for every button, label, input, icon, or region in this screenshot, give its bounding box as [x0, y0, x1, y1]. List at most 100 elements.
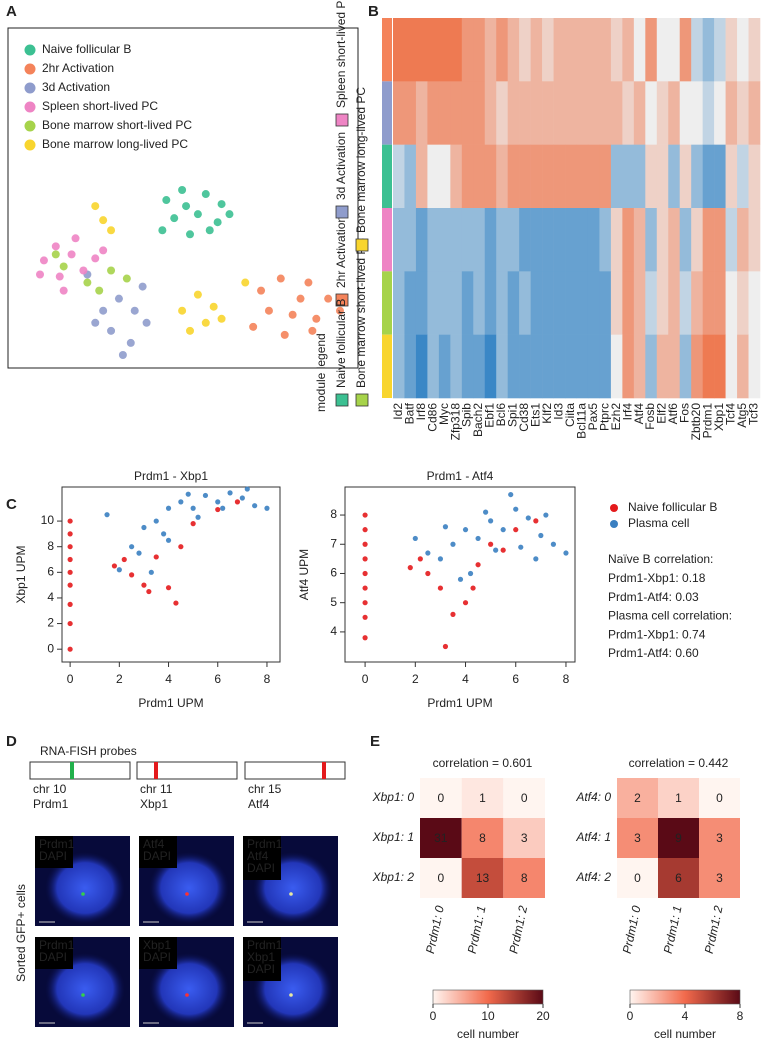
plot-frame [344, 486, 576, 663]
nucleus [45, 852, 125, 924]
heat-cell [473, 18, 486, 82]
heat-cell [553, 208, 566, 272]
point [107, 226, 116, 235]
heat-cell [699, 818, 740, 858]
heat-cell [617, 858, 658, 898]
cell-label: 0 [521, 791, 528, 805]
point [462, 600, 469, 606]
point [201, 190, 210, 199]
point [165, 537, 172, 543]
fish-spot [81, 892, 85, 896]
point [296, 294, 305, 303]
gene-label: Ezh2 [609, 403, 623, 431]
colorbar [432, 989, 544, 1005]
heat-cell [576, 81, 589, 145]
colorbar-tick-label: 0 [627, 1009, 634, 1023]
heat-cell [427, 271, 440, 335]
point [508, 491, 514, 498]
point [186, 230, 194, 239]
point [67, 250, 76, 259]
channel-label: DAPI [39, 950, 67, 964]
chromosome-label: chr 11 [140, 782, 173, 796]
points [36, 186, 344, 359]
heat-cell [668, 18, 681, 82]
cell-label: 2 [634, 791, 641, 805]
cell-label: 0 [716, 791, 723, 805]
fish-spot [289, 993, 293, 997]
legend-label: Spleen short-lived PC [334, 0, 348, 108]
annotation: Prdm1-Xbp1: 0.18 [608, 571, 706, 585]
y-tick-label: 8 [330, 507, 337, 521]
label-box [35, 937, 73, 969]
point [252, 503, 258, 509]
heat-cell [617, 778, 658, 818]
gene-label: Zfp318 [448, 403, 462, 441]
cell-label: 3 [521, 831, 528, 845]
cell-label: 8 [479, 831, 486, 845]
col-label: Prdm1: 2 [506, 904, 530, 955]
heat-cell [473, 208, 486, 272]
x-tick-label: 6 [214, 672, 221, 686]
heat-cell [576, 18, 589, 82]
cell-label: 31 [434, 831, 448, 845]
gene-label: Bcl11a [574, 403, 588, 439]
gene-label: Id3 [551, 403, 565, 420]
heat-cell [484, 81, 497, 145]
point [138, 282, 147, 291]
heat-cell [691, 81, 703, 145]
heat-cell [658, 778, 699, 818]
heat-cell [633, 208, 646, 272]
heat-cell [599, 271, 612, 335]
heat-cell [473, 334, 486, 399]
annotation: Prdm1-Atf4: 0.03 [608, 590, 699, 604]
heat-cell [699, 858, 740, 898]
gene-label: Elf2 [655, 403, 669, 424]
x-axis-label: Prdm1 UPM [427, 696, 492, 710]
point [116, 567, 122, 573]
gene-label: Cd86 [425, 403, 439, 432]
heat-cell [496, 18, 508, 82]
channel-label: Prdm1 [39, 938, 75, 952]
point [362, 635, 368, 641]
chart-title: Prdm1 - Xbp1 [134, 469, 208, 483]
point [129, 544, 135, 550]
point [239, 495, 245, 501]
point [533, 556, 539, 562]
heat-cell [587, 81, 600, 145]
legend-swatch [355, 238, 369, 252]
point [182, 202, 191, 211]
point [186, 326, 194, 335]
point [525, 515, 531, 521]
heat-cell [587, 144, 600, 209]
heat-cell [656, 81, 669, 145]
channel-label: Prdm1 [247, 938, 283, 952]
colorbar-tick-label: 10 [481, 1009, 495, 1023]
gene-label: Atf4 [632, 403, 646, 425]
module-strip [382, 144, 392, 208]
heat-cell [420, 818, 462, 858]
chromosome-label: chr 15 [248, 782, 282, 796]
legend-label: Bone marrow short-lived PC [354, 238, 368, 388]
gene-label: Bach2 [471, 403, 485, 437]
gene-label: Irf4 [620, 403, 634, 421]
heat-cell [610, 271, 623, 335]
heat-cell [404, 18, 417, 82]
heat-cell [461, 271, 474, 335]
heat-cell [404, 208, 417, 272]
heat-cell [438, 81, 451, 145]
heat-cell [587, 18, 600, 82]
point [362, 585, 368, 591]
point [225, 210, 234, 219]
y-tick-label: 4 [330, 624, 337, 638]
point [407, 565, 413, 571]
cell-label: 1 [479, 791, 486, 805]
point [308, 326, 317, 335]
point [170, 214, 179, 223]
heat-cell [587, 208, 600, 272]
channel-label: DAPI [247, 962, 275, 976]
chromosome-label: chr 10 [33, 782, 67, 796]
heat-cell [393, 271, 405, 335]
cell-label: 3 [716, 871, 723, 885]
heat-cell [393, 18, 405, 82]
heat-cell [415, 18, 428, 82]
